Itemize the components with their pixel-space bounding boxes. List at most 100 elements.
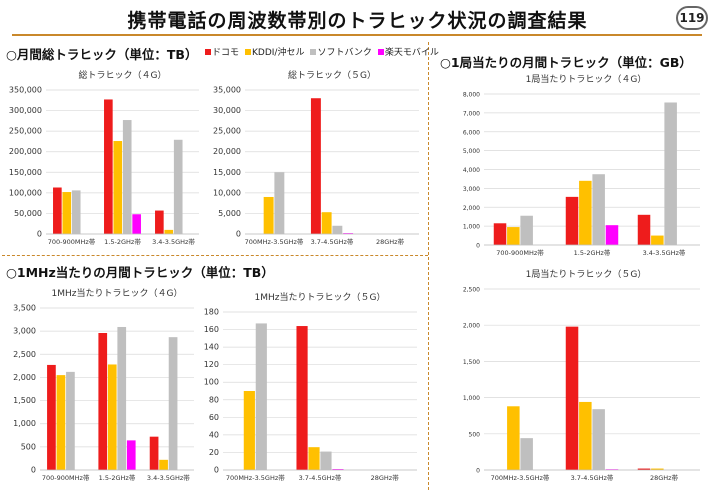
station-4g-svg: 1局当たりトラヒック（４G） 0 1,000 2,000 3,000 4,000 5,000… [463,73,700,257]
y-tick-label: 0 [31,466,36,475]
y-tick-label: 100,000 [9,188,42,197]
bar-docomo [310,98,321,234]
chart-per-station-4g: 1局当たりトラヒック（４G） 0 1,000 2,000 3,000 4,000 5,000… [440,68,710,263]
y-tick-label: 0 [214,466,219,475]
category-label: 3.4-3.5GHz帯 [152,237,195,246]
bar-docomo [296,326,308,470]
mhz-4g-svg: 1MHz当たりトラヒック（４G） 0 500 1,000 1,500 2,000 2,500… [13,287,194,482]
y-tick-label: 60 [209,413,219,422]
y-tick-label: 1,000 [463,395,480,402]
chart-total-5g: 総トラヒック（５G） 0 5,000 10,000 15,000 20,000 25,000… [205,62,425,252]
page-number-badge: 119 [676,6,708,30]
section-title-per-station: ○1局当たりの月間トラヒック（単位：GB） [440,55,692,70]
bar-docomo [104,99,113,234]
legend-swatch [205,48,211,55]
y-tick-label: 30,000 [213,106,241,115]
bar-docomo [53,187,62,234]
y-tick-label: 0 [476,243,480,250]
y-tick-label: 80 [209,395,219,404]
bar-softbank [332,225,343,234]
y-tick-label: 35,000 [213,86,241,95]
y-tick-label: 15,000 [213,168,241,177]
legend-item-rakuten: 楽天モバイル [377,45,439,58]
category-label: 700MHz-3.5GHz帯 [245,237,304,246]
legend: ドコモ KDDI/沖セル ソフトバンク 楽天モバイル [205,45,439,58]
y-tick-label: 150,000 [9,168,42,177]
bar-softbank [592,174,605,245]
category-label: 28GHz帯 [650,473,679,482]
bar-kddi [507,406,520,470]
category-label: 3.7-4.5GHz帯 [299,473,342,482]
bar-softbank [255,323,267,470]
bar-kddi [164,229,174,234]
bar-softbank [520,438,533,470]
y-tick-label: 7,000 [463,110,480,117]
bar-softbank [592,409,605,470]
bar-docomo [493,223,507,245]
legend-label: 楽天モバイル [384,48,439,58]
bar-softbank [168,337,178,470]
category-label: 700-900MHz帯 [496,248,544,257]
bar-rakuten [332,469,344,470]
total-4g-svg: 総トラヒック（４G） 0 50,000 100,000 150,000 200,000 25… [9,69,199,246]
y-tick-label: 6,000 [463,129,480,136]
y-tick-label: 1,500 [463,359,480,366]
chart-per-station-5g: 1局当たりトラヒック（５G） 0 500 1,000 1,500 2,000 2,500 70… [440,265,710,490]
bar-kddi [579,180,592,245]
bar-kddi [113,141,123,234]
y-tick-label: 250,000 [9,127,42,136]
y-tick-label: 300,000 [9,106,42,115]
y-tick-label: 10,000 [213,188,241,197]
vertical-divider [428,42,429,490]
y-tick-label: 1,000 [463,224,480,231]
y-tick-label: 2,500 [463,287,480,294]
bar-kddi [579,401,592,470]
bar-docomo [98,332,108,470]
legend-label: ソフトバンク [317,48,372,58]
y-tick-label: 120 [204,360,219,369]
bar-softbank [122,120,132,234]
legend-item-docomo: ドコモ [205,45,239,58]
bar-kddi [308,447,320,470]
bar-kddi [321,212,332,234]
chart-title: 1局当たりトラヒック（５G） [526,268,647,280]
chart-per-mhz-4g: 1MHz当たりトラヒック（４G） 0 500 1,000 1,500 2,000 2,500… [0,282,200,492]
chart-title: 1局当たりトラヒック（４G） [526,73,647,85]
bar-docomo [155,210,164,234]
bar-softbank [71,190,81,234]
category-label: 28GHz帯 [376,237,405,246]
category-label: 28GHz帯 [371,473,400,482]
category-label: 3.7-4.5GHz帯 [571,473,614,482]
bar-docomo [47,364,56,470]
bar-kddi [507,227,520,245]
y-tick-label: 5,000 [463,148,480,155]
y-tick-label: 500 [469,431,481,438]
y-tick-label: 5,000 [218,209,241,218]
title-underline [12,34,702,36]
bar-softbank [274,172,285,234]
chart-title: 総トラヒック（４G） [79,69,167,81]
y-tick-label: 25,000 [213,127,241,136]
bar-kddi [56,375,66,470]
category-label: 1.5-2GHz帯 [99,473,136,482]
category-label: 3.4-3.5GHz帯 [147,473,190,482]
chart-per-mhz-5g: 1MHz当たりトラヒック（５G） 0 20 40 60 80 100 120 140 160 180… [195,282,425,492]
mhz-5g-svg: 1MHz当たりトラヒック（５G） 0 20 40 60 80 100 120 140 160 180… [204,291,417,482]
category-label: 700MHz-3.5GHz帯 [491,473,550,482]
y-tick-label: 4,000 [463,167,480,174]
bar-softbank [117,326,127,470]
y-tick-label: 40 [209,430,219,439]
y-tick-label: 3,500 [13,304,36,313]
bar-rakuten [132,214,141,234]
bar-rakuten [605,225,619,245]
bar-rakuten [126,440,136,470]
y-tick-label: 1,000 [13,419,36,428]
legend-swatch [310,48,317,55]
category-label: 700-900MHz帯 [48,237,96,246]
section-title-monthly-total: ○月間総トラヒック（単位：TB） [6,47,198,62]
bar-softbank [520,215,533,245]
y-tick-label: 500 [21,442,36,451]
legend-label: KDDI/沖セル [252,48,305,58]
y-tick-label: 0 [476,468,480,475]
y-tick-label: 2,000 [13,373,36,382]
